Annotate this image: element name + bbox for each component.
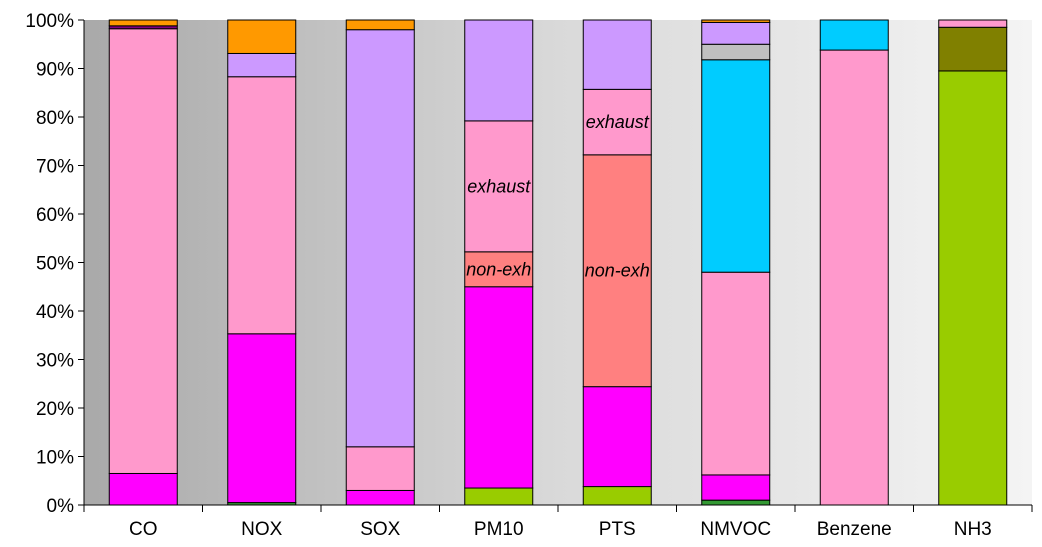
bar-segment [701,19,771,23]
y-tick-label: 70% [36,157,74,178]
bar-stack-nh3 [938,19,1008,506]
bar-segment [108,28,178,474]
y-tick-label: 80% [36,108,74,129]
y-tick-label: 60% [36,205,74,226]
bar-segment [345,446,415,491]
bar-segment [701,474,771,501]
bar-segment [701,271,771,476]
bar-segment [701,43,771,61]
bar-segment [108,19,178,27]
bar-segment [345,489,415,506]
y-tick-label: 30% [36,351,74,372]
y-tick-label: 10% [36,448,74,469]
x-category-label: NH3 [954,519,992,540]
bar-segment [701,21,771,45]
bar-segment [582,19,652,90]
bar-segment [345,19,415,31]
bars [108,19,1008,506]
bar-segment [819,49,889,506]
bar-segment [582,88,652,156]
bar-segment [464,286,534,489]
bar-segment [701,59,771,273]
bar-segment [938,70,1008,506]
bar-stack-nox [227,19,297,506]
labels: 0% 10% 20% 30% 40% 50% 60% 70% 80% 90% 100% CO NOX SO… [25,11,991,540]
segment-label: non-exh [466,259,531,279]
bar-stack-pm10 [464,19,534,506]
bar-segment [227,19,297,54]
bar-stack-nmvoc [701,19,771,506]
bar-segment [464,120,534,253]
bar-segment [819,19,889,51]
bar-stack-benzene [819,19,889,506]
y-tick-label: 20% [36,399,74,420]
bar-segment [464,19,534,122]
segment-label: exhaust [586,112,650,132]
bar-stack-sox [345,19,415,506]
segment-label: non-exh [585,261,650,281]
bar-segment [464,487,534,506]
x-category-label: SOX [360,519,400,540]
bar-segment [582,154,652,388]
bar-stack-co [108,19,178,506]
bar-segment [582,386,652,488]
y-tick-label: 0% [47,496,75,517]
x-category-label: CO [129,519,158,540]
bar-segment [701,499,771,506]
bar-segment [227,76,297,335]
bar-segment [227,52,297,78]
x-category-label: NMVOC [700,519,771,540]
bar-segment [345,29,415,448]
segment-label: exhaust [467,176,531,196]
plot-area-background [84,20,1032,505]
bar-segment [582,486,652,506]
y-tick-label: 90% [36,60,74,81]
bar-segment [227,333,297,504]
x-category-label: NOX [241,519,283,540]
x-category-label: Benzene [817,519,892,540]
x-category-label: PM10 [474,519,524,540]
y-tick-label: 100% [25,11,74,32]
x-category-label: PTS [599,519,636,540]
y-tick-label: 40% [36,302,74,323]
bar-segment [938,19,1008,28]
bar-stack-pts [582,19,652,506]
bar-segment [464,251,534,288]
bar-segment [938,26,1008,72]
y-tick-label: 50% [36,254,74,275]
bar-segment [108,472,178,506]
